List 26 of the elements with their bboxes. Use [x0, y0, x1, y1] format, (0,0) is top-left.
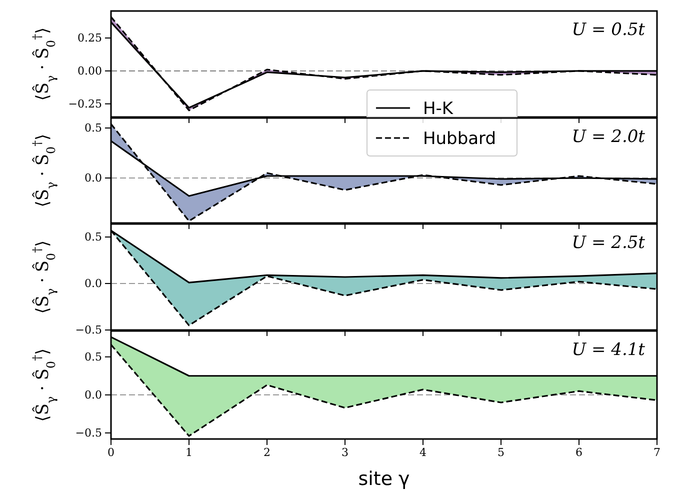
annotation: U = 2.5t: [572, 233, 646, 253]
x-tick-label: 5: [498, 446, 504, 459]
y-tick-label: −0.5: [75, 324, 102, 337]
y-tick-label: 0.5: [84, 350, 102, 364]
y-tick-label: 0.0: [84, 172, 102, 185]
legend-label: Hubbard: [423, 129, 496, 149]
y-tick-label: −0.25: [68, 97, 102, 110]
x-tick-label: 4: [420, 446, 426, 459]
y-tick-label: −0.5: [75, 426, 102, 440]
y-tick-label: 0.0: [84, 277, 102, 290]
x-tick-label: 7: [654, 446, 660, 459]
annotation: U = 2.0t: [572, 127, 646, 147]
annotation: U = 0.5t: [572, 20, 646, 40]
x-tick-label: 6: [576, 446, 582, 459]
y-tick-label: 0.5: [84, 122, 102, 135]
y-tick-label: 0.25: [78, 32, 102, 45]
x-tick-label: 3: [342, 446, 348, 459]
x-tick-label: 1: [186, 446, 192, 459]
legend-label: H-K: [423, 99, 454, 119]
y-tick-label: 0.00: [78, 64, 102, 78]
x-tick-label: 2: [264, 446, 270, 459]
x-axis-title: site γ: [358, 468, 410, 490]
y-tick-label: 0.0: [84, 388, 102, 402]
x-tick-label: 0: [108, 446, 114, 459]
y-tick-label: 0.5: [84, 230, 102, 244]
annotation: U = 4.1t: [572, 340, 646, 360]
